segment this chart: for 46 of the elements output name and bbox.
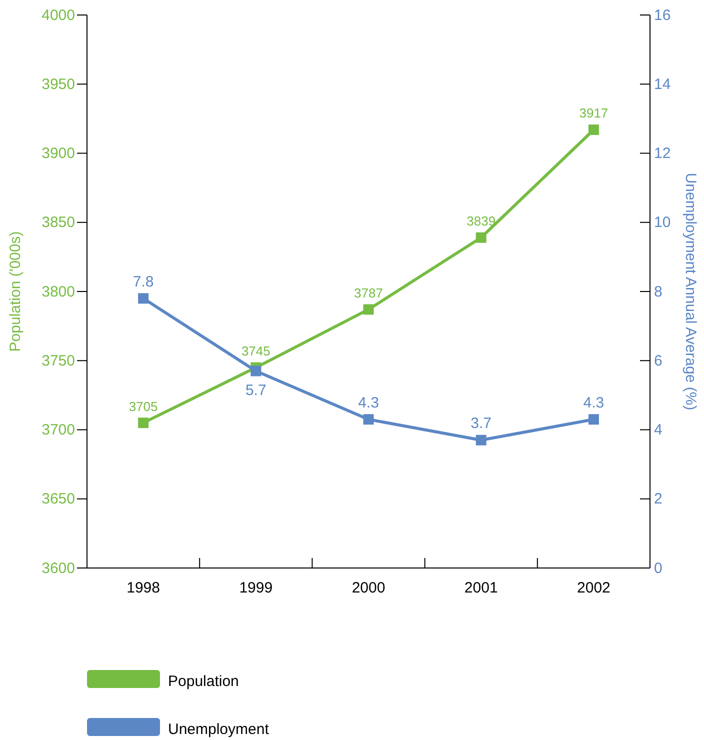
y-tick-label: 3800 [42, 283, 75, 300]
point [363, 414, 374, 425]
y-axis-title: Population ('000s) [7, 231, 24, 352]
y2-tick-label: 8 [654, 283, 662, 300]
y2-tick-label: 12 [654, 145, 671, 162]
y2-tick-label: 14 [654, 76, 671, 93]
y2-tick-label: 0 [654, 560, 662, 577]
y-tick-label: 3950 [42, 76, 75, 93]
y-tick-label: 3900 [42, 145, 75, 162]
data-label: 3917 [579, 106, 608, 121]
legend-label: Population [168, 673, 239, 690]
point [476, 232, 486, 243]
y2-tick-label: 16 [654, 6, 671, 24]
data-label: 3745 [241, 344, 270, 359]
data-label: 4.3 [583, 394, 604, 412]
data-label: 3705 [128, 398, 158, 414]
data-label: 3.7 [470, 415, 492, 432]
y-tick-label: 3650 [42, 490, 75, 508]
y2-axis-title: Unemployment Annual Average (%) [682, 172, 699, 410]
x-tick-label: 2000 [352, 580, 386, 597]
point [588, 414, 599, 425]
y-tick-label: 3750 [42, 352, 75, 370]
y2-tick-label: 4 [654, 422, 662, 439]
data-label: 5.7 [245, 382, 266, 399]
x-tick-label: 1999 [239, 580, 273, 597]
y2-tick-label: 6 [654, 352, 662, 370]
y2-tick-label: 10 [654, 214, 671, 232]
y-tick-label: 4000 [42, 6, 75, 24]
data-label: 3839 [466, 214, 496, 229]
point [363, 304, 374, 315]
data-label: 3787 [354, 285, 383, 300]
y-tick-label: 3850 [42, 214, 75, 232]
data-label: 7.8 [132, 273, 154, 290]
legend-label: Unemployment [168, 721, 270, 738]
point [476, 434, 486, 446]
x-tick-label: 1998 [126, 580, 160, 597]
point [138, 293, 149, 304]
x-tick-label: 2001 [464, 580, 498, 597]
y-tick-label: 3600 [42, 560, 75, 577]
point [250, 366, 262, 376]
point [138, 418, 149, 428]
x-tick-label: 2002 [577, 580, 610, 597]
data-label: 4.3 [358, 394, 379, 412]
y2-tick-label: 2 [654, 490, 662, 508]
y-tick-label: 3700 [42, 422, 75, 439]
point [588, 124, 599, 135]
